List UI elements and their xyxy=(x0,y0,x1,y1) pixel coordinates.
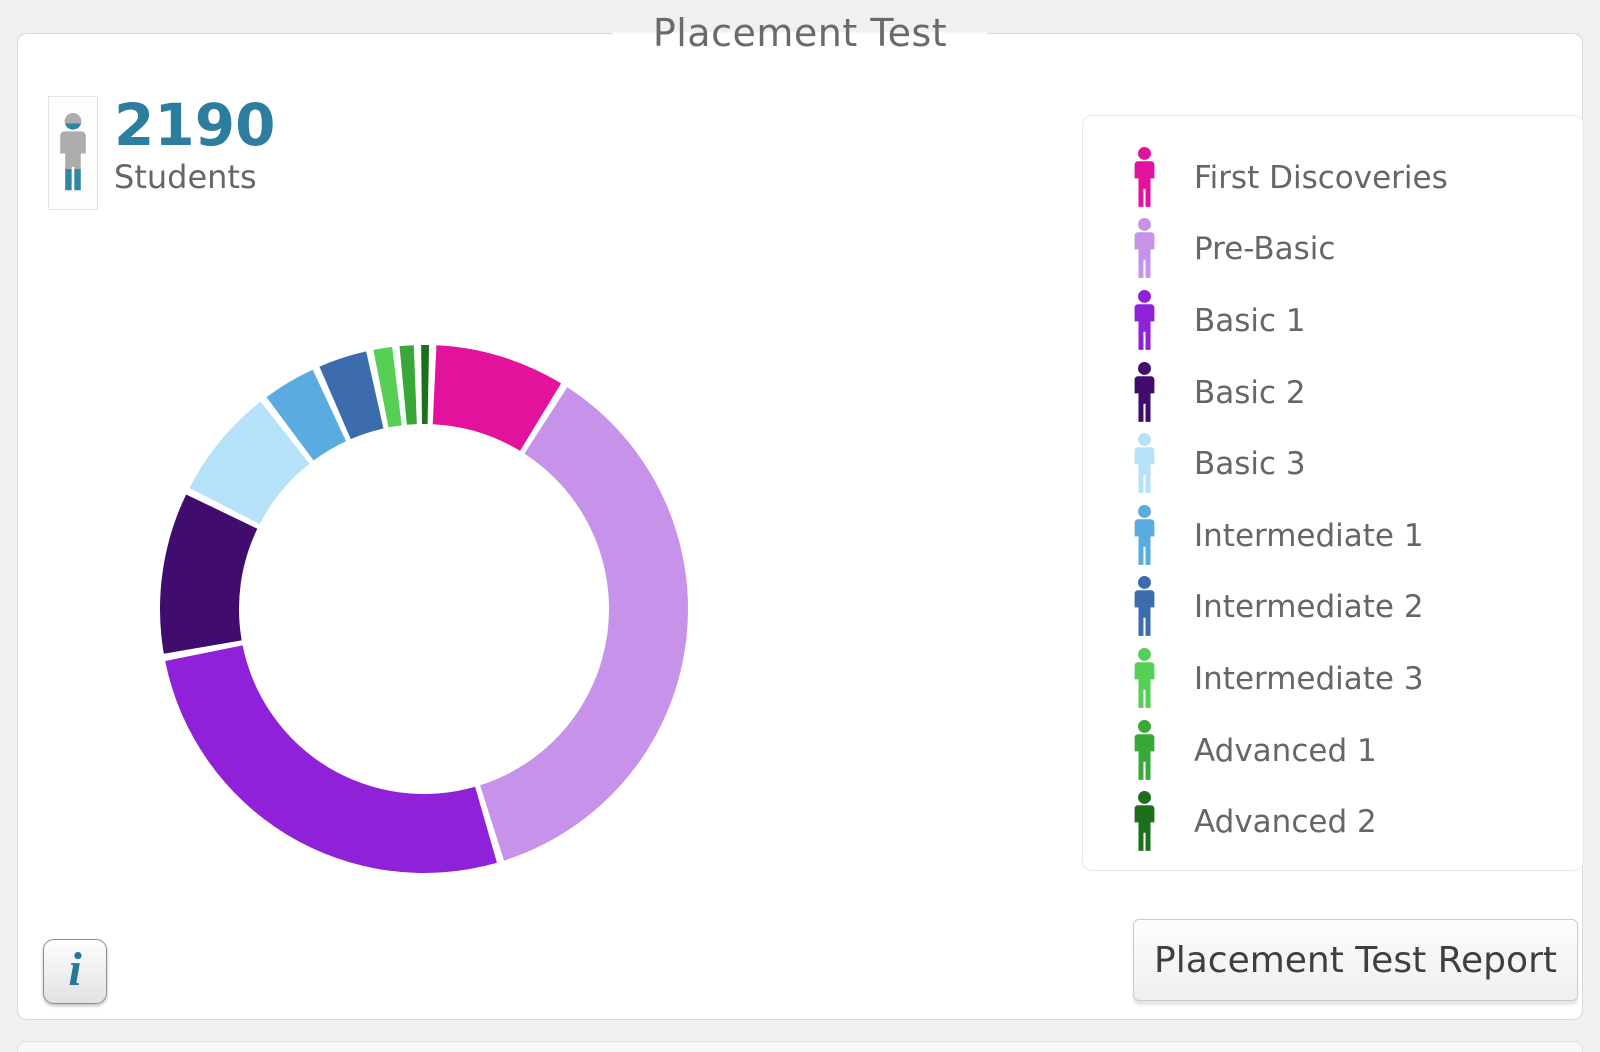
info-button[interactable]: i xyxy=(43,939,107,1004)
legend-label: First Discoveries xyxy=(1194,159,1448,196)
legend-label: Basic 2 xyxy=(1194,374,1306,411)
legend-label: Basic 3 xyxy=(1194,446,1306,483)
slice-basic-3[interactable] xyxy=(189,401,310,525)
legend-item-basic-3: Basic 3 xyxy=(1083,428,1583,500)
legend-label: Intermediate 2 xyxy=(1194,589,1424,626)
legend-label: Intermediate 1 xyxy=(1194,517,1424,554)
legend-label: Advanced 1 xyxy=(1194,732,1377,769)
students-total-value: 2190 xyxy=(114,91,276,159)
legend-person-icon-pre-basic xyxy=(1129,218,1160,280)
chart-legend-panel: First Discoveries Pre-Basic Basic 1 Basic 2… xyxy=(1082,115,1584,871)
legend-item-basic-1: Basic 1 xyxy=(1083,285,1583,357)
legend-person-icon-intermediate-2 xyxy=(1129,576,1160,638)
next-section-edge xyxy=(17,1041,1583,1052)
placement-test-card: 2190 Students First Discoveries Pre-Basic… xyxy=(17,33,1584,1020)
students-icon-box xyxy=(48,96,98,210)
legend-label: Intermediate 3 xyxy=(1194,660,1424,697)
legend-person-icon-basic-1 xyxy=(1129,290,1160,352)
students-total-label: Students xyxy=(114,158,257,196)
legend-person-icon-intermediate-3 xyxy=(1129,648,1160,710)
legend-item-intermediate-2: Intermediate 2 xyxy=(1083,572,1583,644)
slice-first-discoveries[interactable] xyxy=(432,345,562,451)
legend-person-icon-first-discoveries xyxy=(1129,147,1160,209)
legend-item-first-discoveries: First Discoveries xyxy=(1083,142,1583,214)
page-title: Placement Test xyxy=(612,9,988,57)
legend-person-icon-basic-3 xyxy=(1129,433,1160,495)
legend-person-icon-basic-2 xyxy=(1129,362,1160,424)
legend-list: First Discoveries Pre-Basic Basic 1 Basic 2… xyxy=(1083,116,1583,858)
info-icon: i xyxy=(68,942,82,996)
slice-advanced-2[interactable] xyxy=(421,345,430,425)
legend-person-icon-intermediate-1 xyxy=(1129,505,1160,567)
donut-chart[interactable] xyxy=(159,344,689,874)
legend-label: Pre-Basic xyxy=(1194,231,1336,268)
slice-basic-1[interactable] xyxy=(165,645,497,873)
legend-item-intermediate-1: Intermediate 1 xyxy=(1083,500,1583,572)
slice-advanced-1[interactable] xyxy=(399,345,417,425)
legend-label: Basic 1 xyxy=(1194,302,1306,339)
legend-person-icon-advanced-2 xyxy=(1129,791,1160,853)
legend-label: Advanced 2 xyxy=(1194,804,1377,841)
legend-item-advanced-2: Advanced 2 xyxy=(1083,786,1583,858)
slice-intermediate-2[interactable] xyxy=(319,351,384,440)
placement-test-report-button[interactable]: Placement Test Report xyxy=(1133,919,1578,1001)
legend-person-icon-advanced-1 xyxy=(1129,720,1160,782)
legend-item-basic-2: Basic 2 xyxy=(1083,357,1583,429)
students-person-icon xyxy=(53,103,93,203)
slice-basic-2[interactable] xyxy=(159,494,258,654)
slice-intermediate-1[interactable] xyxy=(266,369,347,461)
legend-item-pre-basic: Pre-Basic xyxy=(1083,214,1583,286)
legend-item-advanced-1: Advanced 1 xyxy=(1083,715,1583,787)
legend-item-intermediate-3: Intermediate 3 xyxy=(1083,643,1583,715)
slice-intermediate-3[interactable] xyxy=(373,346,402,428)
slice-pre-basic[interactable] xyxy=(480,387,689,861)
